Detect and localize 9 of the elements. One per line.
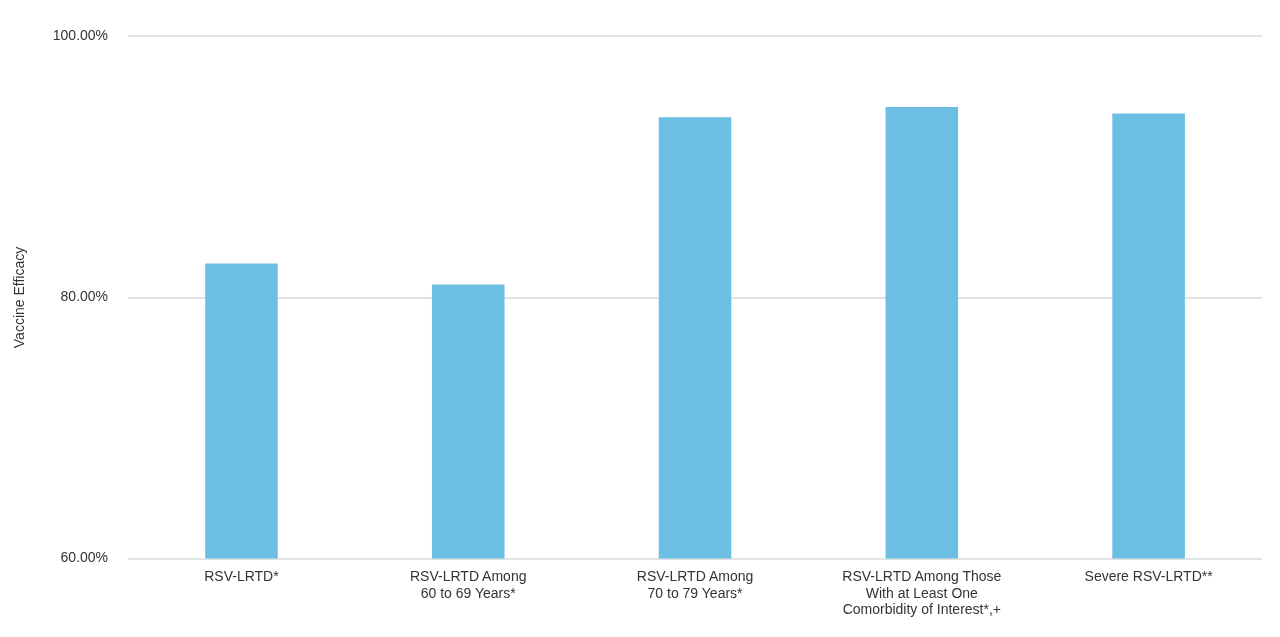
x-tick-label: RSV-LRTD Among Those With at Least One Comorbidity of Interest*,+ bbox=[842, 567, 1002, 618]
y-tick-label: 100.00% bbox=[52, 27, 109, 44]
y-axis-title: Vaccine Efficacy bbox=[11, 246, 28, 349]
x-tick-label: Severe RSV-LRTD** bbox=[1084, 567, 1214, 584]
y-tick-label: 80.00% bbox=[60, 288, 109, 305]
x-tick-label: RSV-LRTD* bbox=[204, 567, 280, 584]
y-tick-label: 60.00% bbox=[60, 549, 109, 566]
x-tick-label: RSV-LRTD Among 70 to 79 Years* bbox=[636, 567, 754, 601]
x-tick-label: RSV-LRTD Among 60 to 69 Years* bbox=[410, 567, 527, 601]
